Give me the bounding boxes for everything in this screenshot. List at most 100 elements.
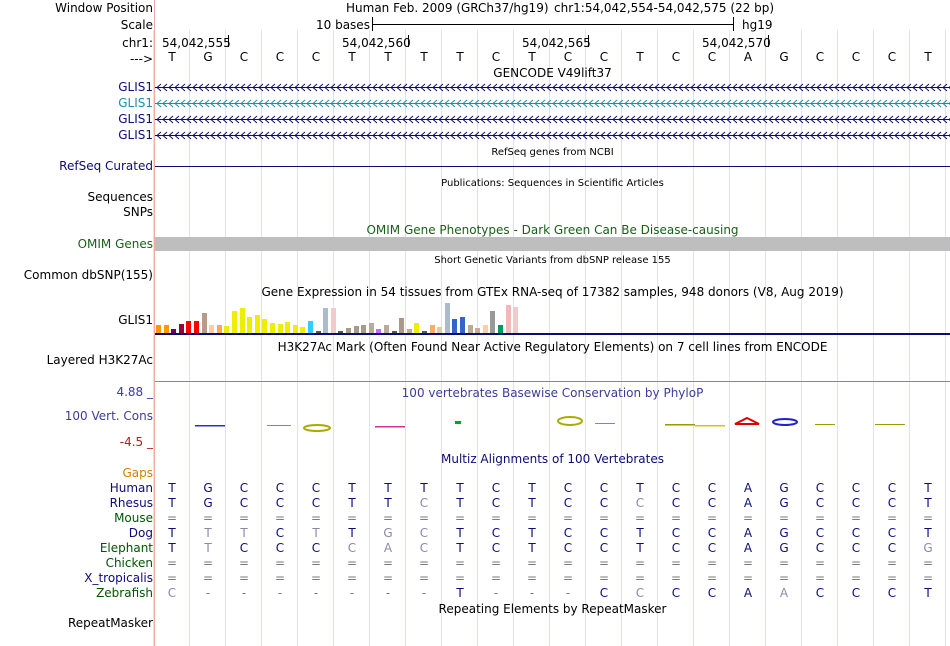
refseq-gene-line[interactable] <box>155 166 950 167</box>
gtex-bar[interactable] <box>437 327 443 333</box>
alignment-base: C <box>887 496 897 510</box>
base-letter: C <box>851 50 861 64</box>
gtex-bar[interactable] <box>475 328 481 333</box>
gencode-gene-track[interactable] <box>155 82 950 93</box>
phylop-logo[interactable] <box>155 410 950 434</box>
alignment-base: G <box>203 481 213 495</box>
species-label[interactable]: Zebrafish <box>96 586 153 600</box>
gtex-bar[interactable] <box>292 325 298 333</box>
alignment-base: - <box>349 586 355 600</box>
gencode-gene-label[interactable]: GLIS1 <box>118 112 153 126</box>
refseq-track-label[interactable]: RefSeq Curated <box>59 159 153 173</box>
gtex-bar[interactable] <box>490 311 496 333</box>
gtex-bar[interactable] <box>178 324 184 333</box>
alignment-base: = <box>490 556 502 570</box>
base-letter: C <box>491 50 501 64</box>
gtex-bar[interactable] <box>186 321 192 333</box>
gtex-bar[interactable] <box>308 321 313 333</box>
gtex-bar[interactable] <box>247 317 253 333</box>
gtex-bar[interactable] <box>224 326 230 333</box>
gtex-track-label[interactable]: GLIS1 <box>118 313 153 327</box>
gtex-bar[interactable] <box>156 325 161 333</box>
gtex-bar[interactable] <box>422 331 427 333</box>
gtex-bar[interactable] <box>361 325 367 333</box>
alignment-base: - <box>421 586 427 600</box>
repeatmasker-track-label[interactable]: RepeatMasker <box>67 616 153 630</box>
alignment-base: - <box>493 586 499 600</box>
gtex-bar[interactable] <box>194 321 199 333</box>
gtex-bar[interactable] <box>399 318 405 333</box>
alignment-base: = <box>490 511 502 525</box>
gtex-bar[interactable] <box>505 305 511 333</box>
gtex-bar[interactable] <box>262 319 268 333</box>
grid-line <box>909 30 910 646</box>
refseq-track-title: RefSeq genes from NCBI <box>491 147 614 158</box>
species-label[interactable]: Rhesus <box>109 496 153 510</box>
gtex-bar[interactable] <box>330 308 336 333</box>
gtex-bar[interactable] <box>498 325 503 333</box>
species-label[interactable]: Elephant <box>99 541 153 555</box>
species-label[interactable]: Dog <box>128 526 153 540</box>
gtex-bar[interactable] <box>285 322 291 333</box>
gtex-bar[interactable] <box>452 319 458 333</box>
species-label[interactable]: Human <box>109 481 153 495</box>
omim-track-label[interactable]: OMIM Genes <box>77 237 153 251</box>
grid-line <box>333 30 334 646</box>
gtex-bar[interactable] <box>239 308 245 333</box>
alignment-base: C <box>815 481 825 495</box>
gtex-bar[interactable] <box>323 308 329 333</box>
gtex-bar[interactable] <box>482 325 488 333</box>
gtex-bar[interactable] <box>346 328 351 333</box>
gencode-gene-track[interactable] <box>155 98 950 109</box>
gtex-bar[interactable] <box>414 323 420 333</box>
alignment-base: T <box>168 541 176 555</box>
gtex-bar[interactable] <box>254 315 260 333</box>
gtex-bar[interactable] <box>376 329 382 333</box>
species-label[interactable]: Mouse <box>114 511 153 525</box>
gtex-bar[interactable] <box>232 311 237 333</box>
gencode-gene-label[interactable]: GLIS1 <box>118 128 153 142</box>
gtex-bar[interactable] <box>460 317 465 333</box>
phylop-track-label[interactable]: 100 Vert. Cons <box>64 409 153 423</box>
gtex-expression-chart[interactable] <box>155 302 555 333</box>
gtex-bar[interactable] <box>209 325 215 333</box>
gtex-bar[interactable] <box>163 325 169 333</box>
base-letter: C <box>239 50 249 64</box>
species-label[interactable]: Chicken <box>105 556 153 570</box>
gtex-bar[interactable] <box>444 303 450 333</box>
gtex-bar[interactable] <box>277 324 283 333</box>
gtex-track-title: Gene Expression in 54 tissues from GTEx … <box>261 285 844 299</box>
gtex-bar[interactable] <box>201 313 207 333</box>
h3k27ac-track-label[interactable]: Layered H3K27Ac <box>46 353 153 367</box>
alignment-base: T <box>348 526 356 540</box>
omim-feature-bar[interactable] <box>155 237 950 251</box>
gtex-bar[interactable] <box>315 331 321 333</box>
gtex-bar[interactable] <box>384 325 389 333</box>
gtex-bar[interactable] <box>338 331 344 333</box>
gtex-bar[interactable] <box>513 307 519 333</box>
gtex-bar[interactable] <box>270 323 275 333</box>
species-label[interactable]: X_tropicalis <box>84 571 153 585</box>
gtex-bar[interactable] <box>216 325 222 333</box>
gaps-label[interactable]: Gaps <box>122 466 153 480</box>
alignment-base: T <box>168 496 176 510</box>
dbsnp-track-label[interactable]: Common dbSNP(155) <box>23 268 153 282</box>
gencode-gene-track[interactable] <box>155 130 950 141</box>
gtex-bar[interactable] <box>368 323 374 333</box>
gtex-bar[interactable] <box>300 327 306 333</box>
gtex-bar[interactable] <box>353 326 359 333</box>
gtex-bar[interactable] <box>429 325 435 333</box>
gtex-bar[interactable] <box>406 329 412 333</box>
gtex-bar[interactable] <box>171 329 177 333</box>
snps-track-label[interactable]: SNPs <box>123 205 153 219</box>
gencode-gene-label[interactable]: GLIS1 <box>118 80 153 94</box>
gencode-gene-label[interactable]: GLIS1 <box>118 96 153 110</box>
alignment-base: T <box>348 481 356 495</box>
sequences-track-label[interactable]: Sequences <box>87 190 153 204</box>
gtex-bar[interactable] <box>467 325 473 333</box>
gencode-gene-track[interactable] <box>155 114 950 125</box>
grid-line <box>765 30 766 646</box>
gtex-bar[interactable] <box>391 331 397 333</box>
alignment-base: = <box>742 511 754 525</box>
